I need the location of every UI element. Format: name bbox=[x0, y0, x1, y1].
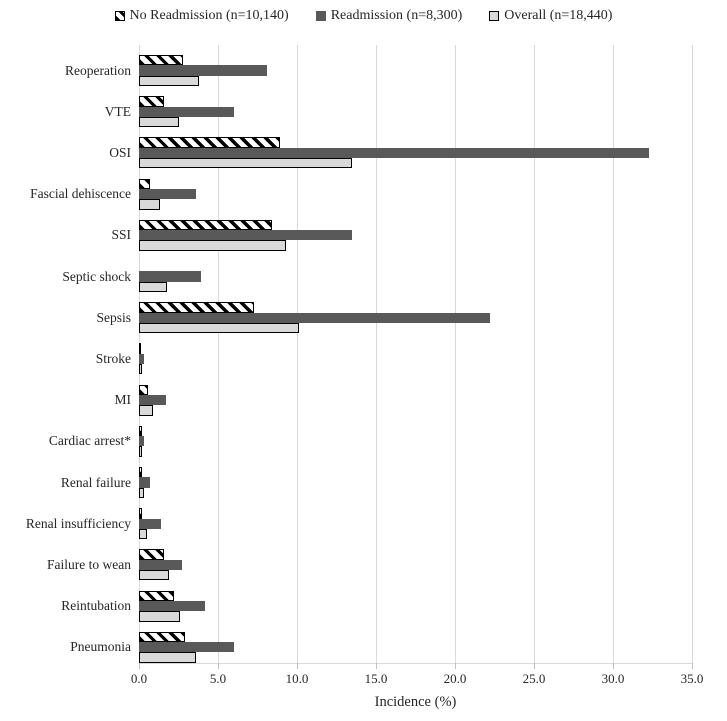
dark-square-icon bbox=[315, 11, 326, 21]
bar-readmission-renal-failure bbox=[139, 477, 151, 488]
plot-area bbox=[139, 45, 693, 663]
x-tick bbox=[218, 663, 219, 669]
category-label-ssi: SSI bbox=[111, 227, 131, 243]
legend-item-readmission: Readmission (n=8,300) bbox=[315, 8, 463, 24]
legend-label: Readmission (n=8,300) bbox=[330, 8, 463, 23]
category-label-osi: OSI bbox=[109, 144, 131, 160]
bar-no-readmission-pneumonia bbox=[139, 631, 185, 643]
bar-readmission-ssi bbox=[139, 230, 353, 241]
x-tick-label: 25.0 bbox=[522, 671, 546, 686]
bar-overall-osi bbox=[139, 158, 353, 169]
legend: No Readmission (n=10,140) Readmission (n=… bbox=[0, 8, 727, 24]
bar-overall-vte bbox=[139, 116, 179, 128]
bar-no-readmission-vte bbox=[139, 96, 165, 107]
x-tick bbox=[376, 663, 377, 669]
x-tick-label: 15.0 bbox=[364, 671, 388, 686]
bar-no-readmission-renal-failure bbox=[139, 467, 143, 478]
gridline bbox=[218, 45, 219, 663]
x-axis-title: Incidence (%) bbox=[374, 694, 457, 710]
x-tick bbox=[297, 663, 298, 669]
x-tick bbox=[692, 663, 693, 669]
bar-no-readmission-reoperation bbox=[139, 55, 184, 66]
bar-readmission-vte bbox=[139, 106, 234, 117]
bar-overall-cardiac-arrest bbox=[139, 446, 143, 457]
bar-overall-failure-to-wean bbox=[139, 570, 170, 581]
bar-readmission-sepsis bbox=[139, 312, 490, 323]
category-label-renal-insufficiency: Renal insufficiency bbox=[25, 515, 131, 531]
bar-readmission-cardiac-arrest bbox=[139, 436, 144, 447]
x-tick bbox=[455, 663, 456, 669]
bar-readmission-reintubation bbox=[139, 600, 206, 612]
x-tick-label: 30.0 bbox=[601, 671, 625, 686]
category-label-vte: VTE bbox=[104, 103, 131, 119]
bar-no-readmission-sepsis bbox=[139, 302, 255, 313]
bar-no-readmission-failure-to-wean bbox=[139, 549, 165, 560]
x-tick bbox=[534, 663, 535, 669]
bar-no-readmission-osi bbox=[139, 137, 280, 148]
bar-readmission-osi bbox=[139, 147, 650, 159]
category-label-cardiac-arrest: Cardiac arrest* bbox=[48, 433, 131, 449]
bar-overall-stroke bbox=[139, 364, 143, 375]
category-label-sepsis: Sepsis bbox=[96, 309, 131, 325]
bar-readmission-renal-insufficiency bbox=[139, 518, 162, 529]
bar-overall-septic-shock bbox=[139, 281, 168, 292]
bar-readmission-mi bbox=[139, 394, 166, 406]
x-tick-label: 20.0 bbox=[443, 671, 467, 686]
bar-no-readmission-mi bbox=[139, 384, 149, 395]
x-tick-label: 10.0 bbox=[285, 671, 309, 686]
bar-overall-reintubation bbox=[139, 611, 181, 622]
legend-item-overall: Overall (n=18,440) bbox=[489, 8, 612, 24]
bar-readmission-failure-to-wean bbox=[139, 559, 182, 571]
x-tick bbox=[613, 663, 614, 669]
bar-readmission-reoperation bbox=[139, 65, 267, 76]
bar-no-readmission-cardiac-arrest bbox=[139, 425, 143, 437]
gridline bbox=[613, 45, 614, 663]
bar-no-readmission-ssi bbox=[139, 219, 272, 231]
category-label-stroke: Stroke bbox=[95, 350, 131, 366]
bar-no-readmission-stroke bbox=[139, 343, 141, 354]
category-label-reintubation: Reintubation bbox=[61, 598, 131, 614]
category-label-mi: MI bbox=[114, 392, 132, 408]
bar-overall-sepsis bbox=[139, 322, 299, 334]
gridline bbox=[455, 45, 456, 663]
legend-label: Overall (n=18,440) bbox=[504, 8, 613, 23]
bar-overall-fascial-dehiscence bbox=[139, 199, 160, 210]
gridline bbox=[297, 45, 298, 663]
x-tick-label: 35.0 bbox=[680, 671, 704, 686]
category-label-renal-failure: Renal failure bbox=[60, 474, 131, 490]
category-label-failure-to-wean: Failure to wean bbox=[47, 556, 131, 572]
bar-readmission-fascial-dehiscence bbox=[139, 188, 196, 200]
category-label-fascial-dehiscence: Fascial dehiscence bbox=[30, 186, 131, 202]
legend-label: No Readmission (n=10,140) bbox=[129, 8, 289, 23]
bar-overall-ssi bbox=[139, 240, 286, 251]
category-label-septic-shock: Septic shock bbox=[62, 268, 131, 284]
striped-square-icon bbox=[114, 11, 125, 21]
legend-item-no-readmission: No Readmission (n=10,140) bbox=[114, 8, 289, 24]
category-label-pneumonia: Pneumonia bbox=[70, 639, 131, 655]
x-tick bbox=[139, 663, 140, 669]
bar-overall-renal-insufficiency bbox=[139, 528, 147, 540]
gridline bbox=[376, 45, 377, 663]
bar-no-readmission-reintubation bbox=[139, 590, 174, 601]
bar-overall-renal-failure bbox=[139, 487, 144, 498]
bar-no-readmission-renal-insufficiency bbox=[139, 508, 143, 519]
bar-overall-mi bbox=[139, 405, 154, 416]
category-label-reoperation: Reoperation bbox=[65, 62, 131, 78]
bar-overall-pneumonia bbox=[139, 652, 196, 663]
light-square-icon bbox=[489, 11, 500, 21]
gridline bbox=[534, 45, 535, 663]
gridline bbox=[692, 45, 693, 663]
bar-overall-reoperation bbox=[139, 75, 200, 86]
bar-readmission-septic-shock bbox=[139, 271, 201, 282]
bar-no-readmission-fascial-dehiscence bbox=[139, 178, 151, 189]
x-tick-label: 0.0 bbox=[130, 671, 148, 686]
x-axis-line bbox=[139, 663, 693, 664]
x-tick-label: 5.0 bbox=[209, 671, 227, 686]
bar-readmission-stroke bbox=[139, 353, 144, 365]
bar-readmission-pneumonia bbox=[139, 642, 234, 653]
